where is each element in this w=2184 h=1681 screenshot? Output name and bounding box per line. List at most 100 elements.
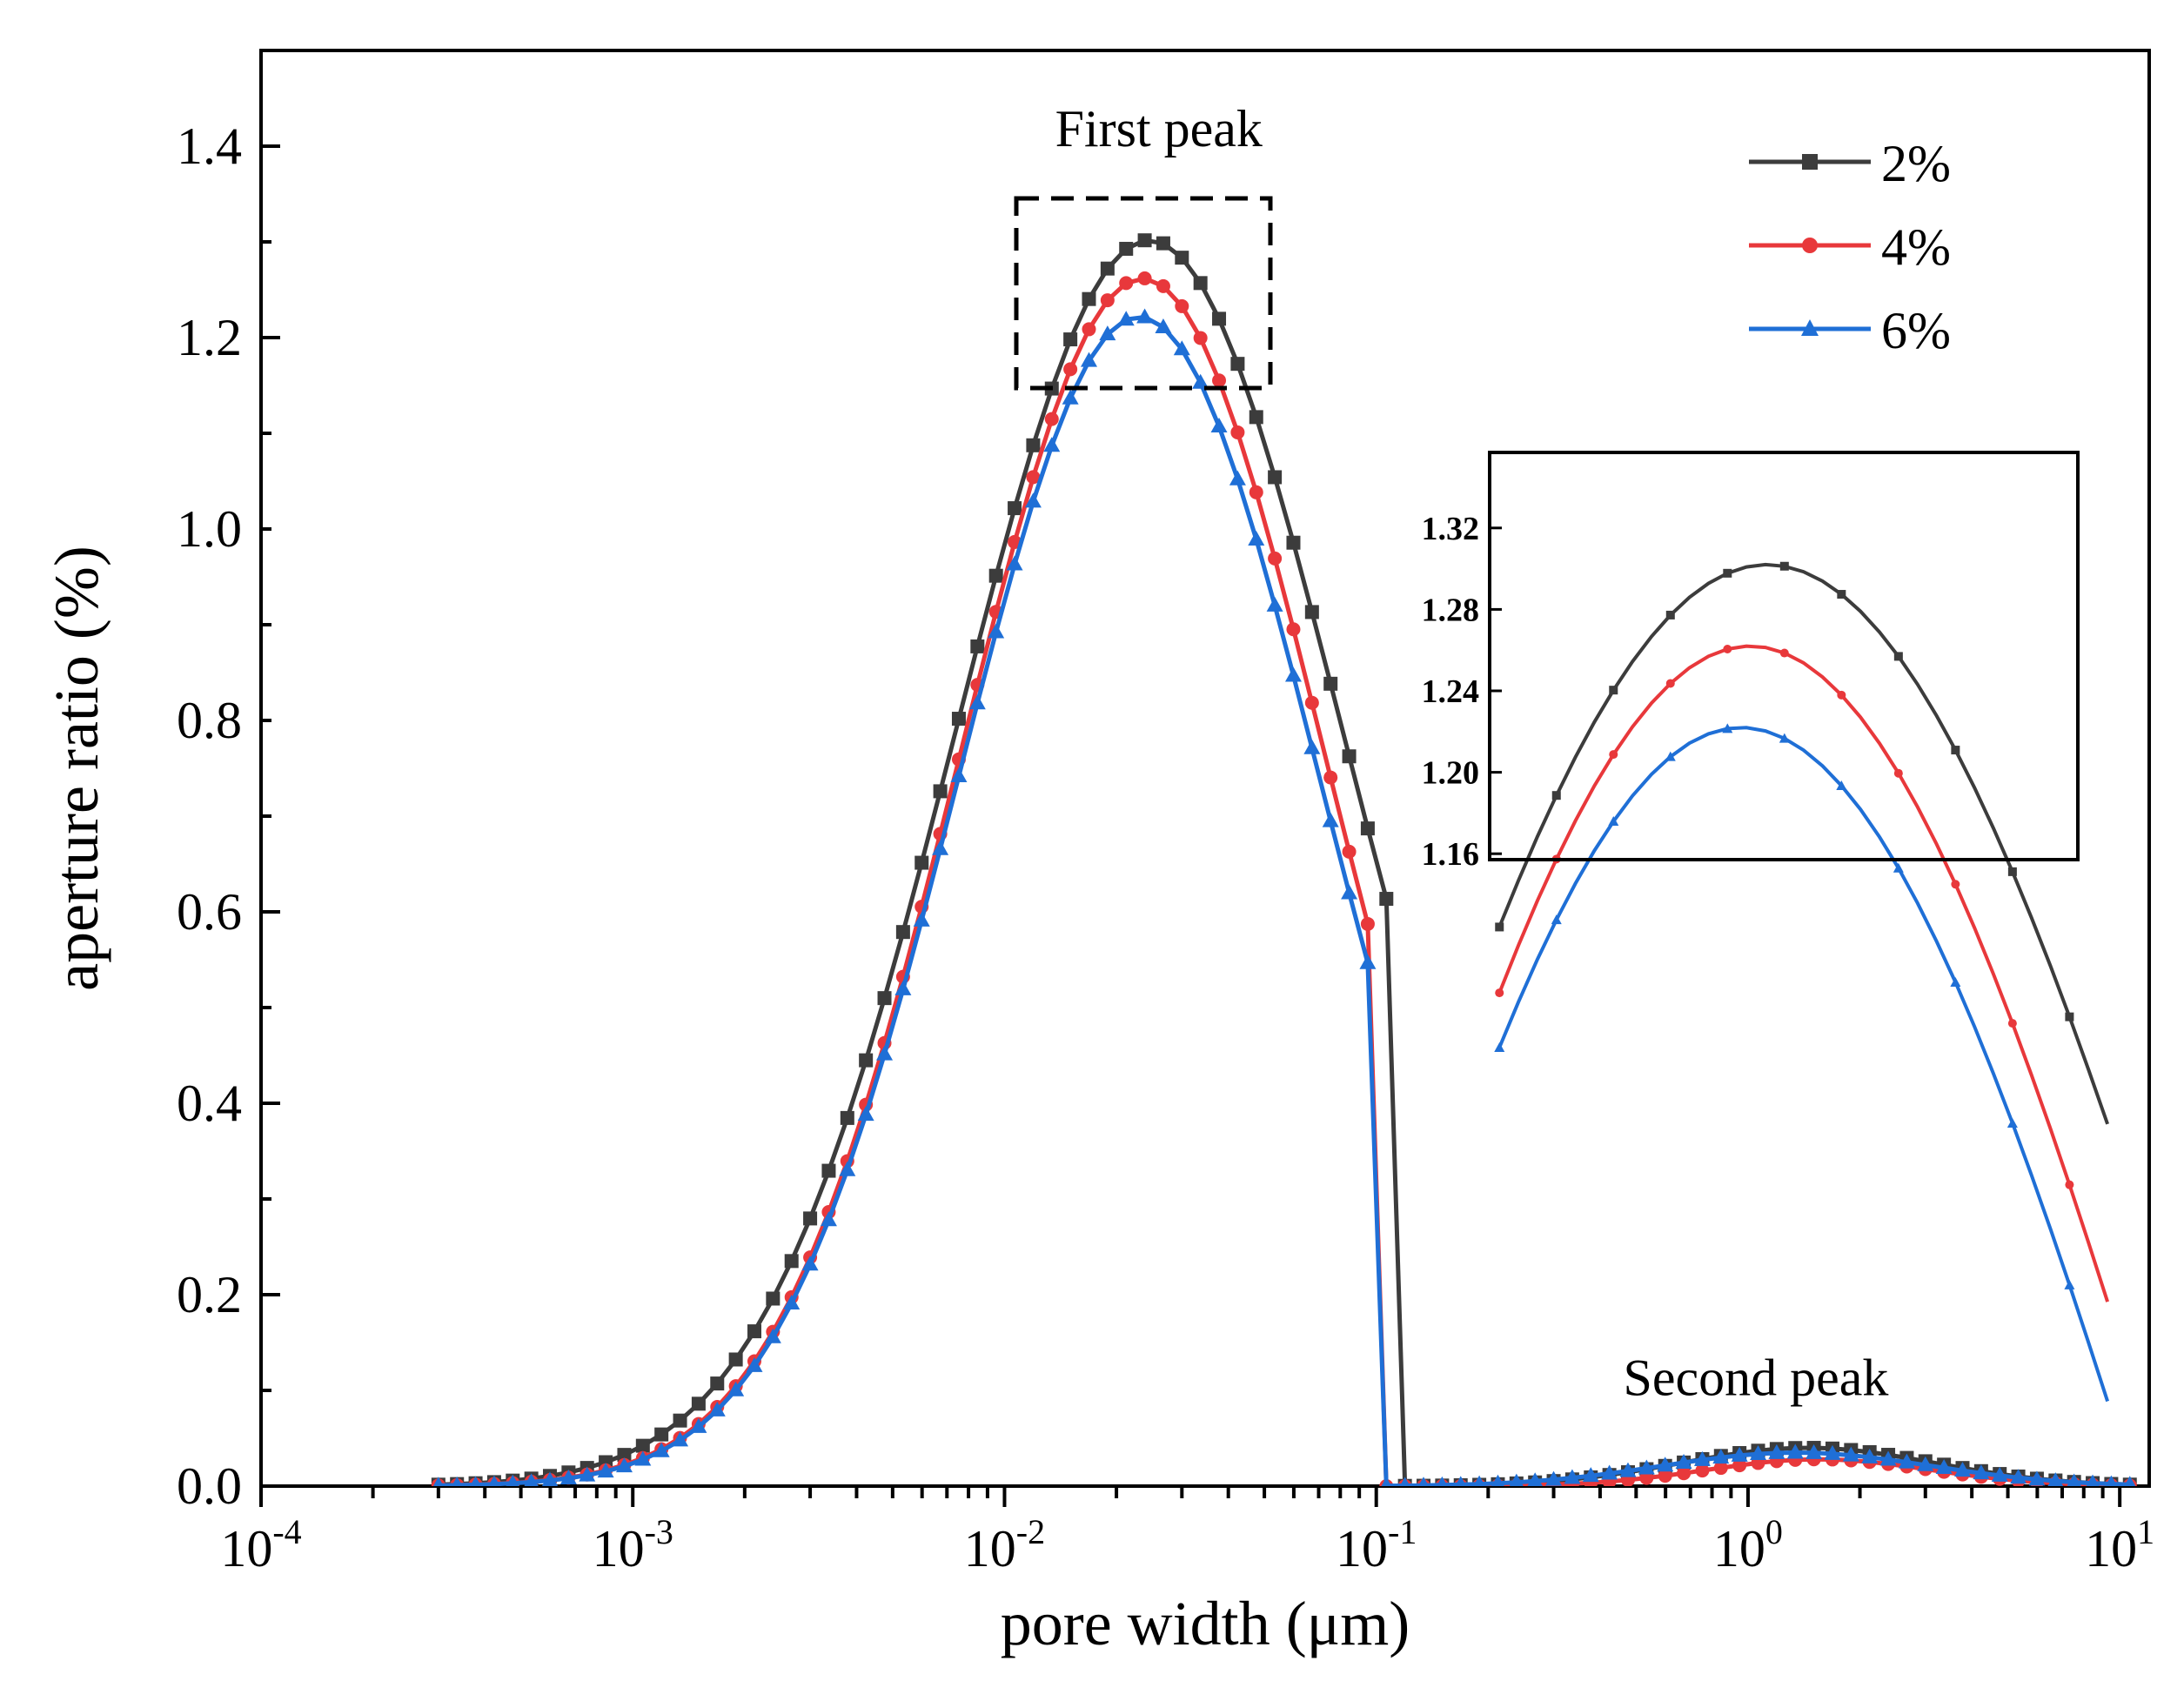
point-marker [1230,425,1245,439]
point-marker [970,639,985,653]
point-marker [877,991,892,1006]
point-marker [1063,362,1078,377]
point-marker [1437,1476,1448,1486]
y-tick-label: 1.0 [177,500,242,558]
point-marker [728,1352,743,1367]
x-axis-title: pore width (μm) [1001,1589,1410,1658]
inset-line-1 [1497,644,2110,1303]
point-marker [803,1211,818,1226]
point-marker [559,1469,577,1484]
point-marker [1156,278,1170,293]
point-marker [783,1295,801,1310]
inset-tick-label: 1.20 [1422,755,1480,792]
inset-marker [1893,768,1903,778]
y-axis: 0.0 0.2 0.4 0.6 0.8 1.0 1.2 1.4 [177,49,280,1515]
inset-marker [1495,988,1504,998]
x-tick-label: 101 [2085,1512,2154,1577]
y-tick-label: 0.0 [177,1457,242,1515]
point-marker [821,1163,836,1178]
point-marker [1212,311,1227,326]
y-tick-label: 0.4 [177,1075,242,1132]
point-marker [1712,1449,1730,1464]
inset-marker [1494,1041,1505,1052]
point-marker [615,1457,633,1473]
legend-marker [1801,319,1819,336]
point-marker [1268,551,1283,566]
inset-marker [1551,914,1562,925]
point-marker [784,1254,799,1269]
inset-marker [2007,867,2017,876]
inset-marker [1723,645,1732,654]
inset-marker [1836,780,1847,790]
inset-marker [1723,568,1732,578]
point-marker [1008,501,1022,516]
point-marker [764,1328,781,1343]
point-marker [914,855,929,870]
point-marker [1266,596,1283,612]
point-marker [895,925,910,940]
point-marker [653,1442,670,1457]
inset-marker [1665,679,1675,688]
inset-marker [2065,1180,2074,1189]
point-marker [1342,749,1357,764]
point-marker [1991,1466,2008,1482]
point-marker [1675,1453,1692,1469]
point-marker [840,1110,854,1125]
point-marker [1137,233,1152,248]
point-marker [524,1473,539,1486]
series-layer [431,233,2137,1486]
inset-marker [1665,610,1675,619]
point-marker [1119,241,1134,256]
legend-label: 4% [1881,218,1951,276]
point-marker [1006,555,1023,571]
legend: 2% 4% 6% [1749,135,1951,359]
point-marker [1695,1463,1710,1478]
point-marker [1117,311,1135,326]
point-marker [1564,1469,1581,1484]
point-marker [1732,1458,1747,1473]
y-tick-label: 0.8 [177,692,242,749]
point-marker [1582,1467,1599,1483]
point-marker [1026,438,1041,452]
point-marker [932,840,949,855]
series-line-0 [438,238,2130,1486]
point-marker [1249,410,1263,425]
point-marker [579,1466,596,1482]
point-marker [2067,1473,2081,1486]
point-marker [635,1438,650,1453]
point-marker [1898,1453,1915,1469]
point-marker [1805,1443,1823,1459]
inset-marker [2007,1019,2017,1028]
point-marker [1917,1456,1934,1471]
point-marker [1156,236,1170,251]
point-marker [1303,739,1321,754]
point-marker [1175,298,1189,313]
point-marker [1509,1473,1524,1486]
inset-frame [1488,451,2080,861]
point-marker [1304,695,1319,710]
point-marker [1973,1464,1990,1480]
x-tick-label: 10-3 [593,1512,673,1577]
legend-item: 2% [1749,135,1951,192]
annotation-label: Second peak [1624,1349,1889,1407]
point-marker [673,1413,687,1428]
point-marker [1212,373,1227,388]
inset-marker [2065,1012,2074,1021]
point-marker [988,623,1005,639]
point-marker [950,767,968,783]
x-tick-label: 100 [1713,1512,1783,1577]
inset-marker [1893,652,1903,661]
inset-line-2 [1497,726,2110,1403]
inset-marker [2064,1279,2075,1289]
point-marker [1360,916,1375,931]
y-tick-label: 0.6 [177,883,242,941]
legend-item: 6% [1749,302,1951,359]
point-marker [1284,666,1302,682]
point-marker [1193,331,1208,345]
inset-marker [1665,751,1676,761]
point-marker [1024,492,1042,508]
point-marker [1731,1446,1748,1462]
point-marker [1399,1477,1410,1486]
point-marker [1323,676,1338,691]
inset-marker [1893,862,1904,873]
